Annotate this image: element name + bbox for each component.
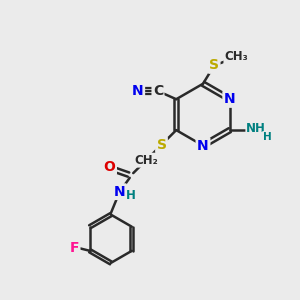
Text: N: N [132, 84, 144, 98]
Text: F: F [70, 242, 80, 256]
Text: N: N [224, 92, 236, 106]
Text: CH₃: CH₃ [224, 50, 248, 64]
Text: S: S [157, 138, 166, 152]
Text: NH: NH [246, 122, 266, 135]
Text: O: O [104, 160, 116, 174]
Text: N: N [197, 139, 209, 153]
Text: C: C [153, 84, 163, 98]
Text: CH₂: CH₂ [134, 154, 158, 167]
Text: H: H [126, 189, 136, 202]
Text: N: N [114, 185, 125, 199]
Text: S: S [209, 58, 219, 73]
Text: H: H [263, 132, 272, 142]
